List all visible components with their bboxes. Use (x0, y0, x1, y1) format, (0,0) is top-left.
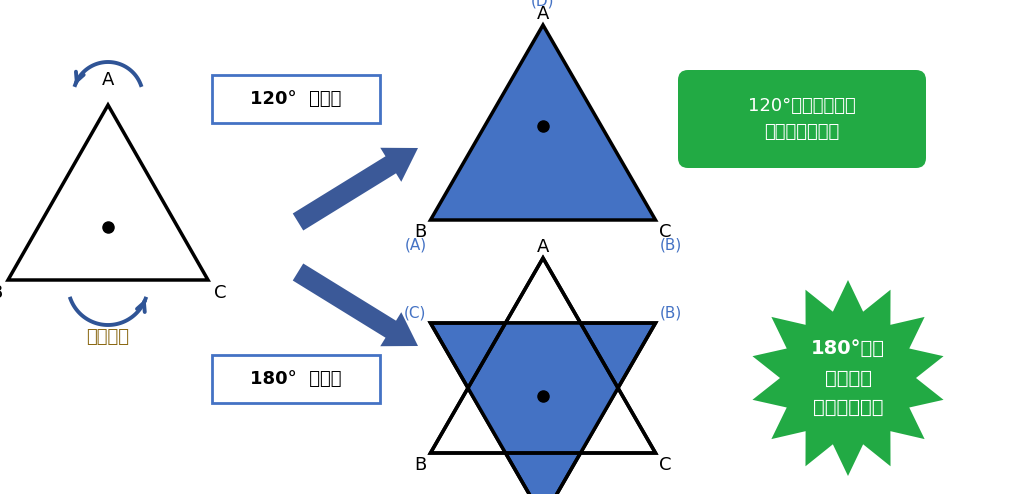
Text: (C): (C) (404, 306, 427, 321)
Text: B: B (415, 223, 427, 241)
Text: 180°  まわす: 180° まわす (250, 370, 342, 388)
Text: B: B (0, 284, 2, 302)
Text: 120°ではピッタリ
重なるが・・・: 120°ではピッタリ 重なるが・・・ (749, 97, 856, 141)
Text: A: A (101, 71, 115, 89)
Text: C: C (659, 223, 672, 241)
Text: C: C (214, 284, 226, 302)
Text: 120°  まわす: 120° まわす (250, 90, 342, 108)
Text: 180°では
ピッタリ
重ならない！: 180°では ピッタリ 重ならない！ (811, 339, 885, 417)
Polygon shape (753, 280, 943, 476)
Text: A: A (537, 5, 549, 23)
Polygon shape (8, 105, 208, 280)
Polygon shape (468, 323, 618, 453)
Text: (D): (D) (531, 0, 555, 9)
FancyBboxPatch shape (212, 355, 380, 403)
FancyBboxPatch shape (212, 75, 380, 123)
Polygon shape (430, 25, 655, 220)
Text: (B): (B) (659, 306, 682, 321)
Polygon shape (293, 148, 418, 231)
Text: B: B (415, 456, 427, 474)
FancyBboxPatch shape (678, 70, 926, 168)
Text: C: C (659, 456, 672, 474)
Text: 正三角形: 正三角形 (86, 328, 129, 346)
Text: (B): (B) (659, 238, 682, 253)
Text: A: A (537, 238, 549, 256)
Text: (A): (A) (404, 238, 427, 253)
Polygon shape (430, 323, 655, 494)
Polygon shape (293, 263, 418, 346)
